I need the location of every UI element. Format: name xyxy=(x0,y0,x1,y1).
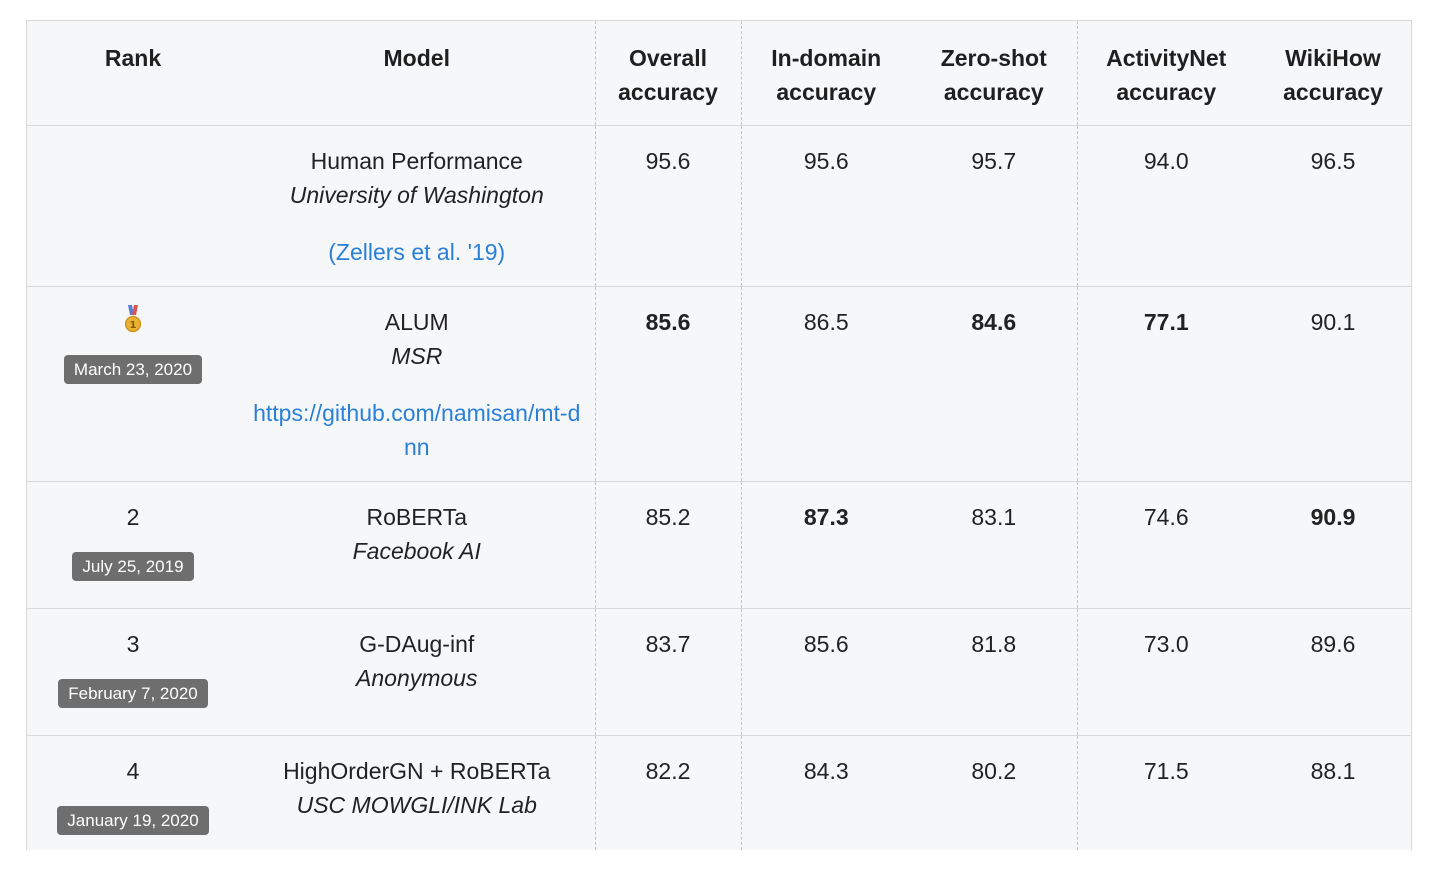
model-cell: G-DAug-inf Anonymous xyxy=(239,608,596,735)
model-cell: ALUM MSR https://github.com/namisan/mt-d… xyxy=(239,286,596,481)
activitynet-accuracy-cell: 71.5 xyxy=(1143,757,1189,784)
in-domain-accuracy-cell: 87.3 xyxy=(803,503,849,530)
activitynet-accuracy-cell: 73.0 xyxy=(1143,630,1189,657)
in-domain-accuracy-cell: 85.6 xyxy=(803,630,849,657)
model-name: Human Performance xyxy=(310,147,523,174)
zero-shot-accuracy-cell: 80.2 xyxy=(911,735,1078,850)
rank-cell: 4 January 19, 2020 xyxy=(27,735,239,850)
zero-shot-accuracy-cell: 84.6 xyxy=(911,286,1078,481)
header-in-domain-accuracy: In-domain accuracy xyxy=(741,21,911,125)
zero-shot-accuracy-cell: 95.7 xyxy=(911,125,1078,286)
header-overall-accuracy: Overall accuracy xyxy=(595,21,742,125)
activitynet-accuracy-cell: 74.6 xyxy=(1143,503,1189,530)
model-cell: HighOrderGN + RoBERTa USC MOWGLI/INK Lab xyxy=(239,735,596,850)
activitynet-accuracy-cell: 77.1 xyxy=(1143,308,1189,335)
overall-accuracy-cell: 83.7 xyxy=(595,608,742,735)
model-organization: USC MOWGLI/INK Lab xyxy=(296,791,537,818)
header-model: Model xyxy=(239,21,596,125)
model-repo-link[interactable]: https://github.com/namisan/mt-dnn xyxy=(253,399,581,460)
rank-cell xyxy=(27,125,239,286)
wikihow-accuracy-cell: 96.5 xyxy=(1310,147,1356,174)
table-header-row: Rank Model Overall accuracy In-domain ac… xyxy=(27,21,1411,125)
date-badge: March 23, 2020 xyxy=(63,354,203,384)
model-name: RoBERTa xyxy=(366,503,468,530)
rank-number: 3 xyxy=(126,630,140,657)
overall-accuracy-cell: 85.2 xyxy=(595,481,742,608)
wikihow-accuracy-cell: 88.1 xyxy=(1310,757,1356,784)
wikihow-accuracy-cell: 90.1 xyxy=(1310,308,1356,335)
model-cell: Human Performance University of Washingt… xyxy=(239,125,596,286)
table-row: 3 February 7, 2020 G-DAug-inf Anonymous … xyxy=(27,608,1411,735)
model-organization: Anonymous xyxy=(356,664,478,691)
zero-shot-accuracy-cell: 81.8 xyxy=(911,608,1078,735)
wikihow-accuracy-cell: 89.6 xyxy=(1310,630,1356,657)
model-organization: Facebook AI xyxy=(352,537,481,564)
header-zero-shot-accuracy: Zero-shot accuracy xyxy=(911,21,1078,125)
model-cell: RoBERTa Facebook AI xyxy=(239,481,596,608)
header-wikihow-accuracy: WikiHow accuracy xyxy=(1255,21,1411,125)
model-paper-link[interactable]: (Zellers et al. '19) xyxy=(328,238,506,265)
date-badge: July 25, 2019 xyxy=(72,551,194,581)
wikihow-accuracy-cell: 90.9 xyxy=(1310,503,1356,530)
header-activitynet-accuracy: ActivityNet accuracy xyxy=(1077,21,1255,125)
leaderboard-panel: Rank Model Overall accuracy In-domain ac… xyxy=(26,20,1412,850)
header-rank: Rank xyxy=(27,21,239,125)
header-wikihow-line1: WikiHow xyxy=(1285,45,1381,71)
zero-shot-accuracy-cell: 83.1 xyxy=(911,481,1078,608)
rank-cell: 3 February 7, 2020 xyxy=(27,608,239,735)
in-domain-accuracy-cell: 86.5 xyxy=(803,308,849,335)
rank-number: 4 xyxy=(126,757,140,784)
header-zeroshot-line2: accuracy xyxy=(943,79,1044,105)
rank-cell: 1 March 23, 2020 xyxy=(27,286,239,481)
header-zeroshot-line1: Zero-shot xyxy=(940,45,1047,71)
date-badge: February 7, 2020 xyxy=(58,678,208,708)
header-rank-label: Rank xyxy=(104,45,162,71)
model-organization: University of Washington xyxy=(289,181,544,208)
overall-accuracy-cell: 82.2 xyxy=(595,735,742,850)
model-name: G-DAug-inf xyxy=(359,630,475,657)
medal-icon: 1 xyxy=(125,304,141,335)
header-overall-line1: Overall xyxy=(629,45,707,71)
date-badge: January 19, 2020 xyxy=(57,805,209,835)
in-domain-accuracy-cell: 95.6 xyxy=(803,147,849,174)
overall-accuracy-cell: 85.6 xyxy=(595,286,742,481)
header-activitynet-line1: ActivityNet xyxy=(1106,45,1227,71)
header-indomain-line2: accuracy xyxy=(776,79,877,105)
in-domain-accuracy-cell: 84.3 xyxy=(803,757,849,784)
header-model-label: Model xyxy=(383,45,450,71)
header-overall-line2: accuracy xyxy=(618,79,718,105)
svg-text:1: 1 xyxy=(130,320,137,331)
rank-cell: 2 July 25, 2019 xyxy=(27,481,239,608)
overall-accuracy-cell: 95.6 xyxy=(595,125,742,286)
model-name: HighOrderGN + RoBERTa xyxy=(283,757,551,784)
header-indomain-line1: In-domain xyxy=(771,45,882,71)
rank-number: 2 xyxy=(126,503,140,530)
leaderboard-table: Rank Model Overall accuracy In-domain ac… xyxy=(27,21,1411,850)
model-organization: MSR xyxy=(391,342,443,369)
table-row: 2 July 25, 2019 RoBERTa Facebook AI 85.2… xyxy=(27,481,1411,608)
model-name: ALUM xyxy=(384,308,449,335)
header-activitynet-line2: accuracy xyxy=(1116,79,1217,105)
header-wikihow-line2: accuracy xyxy=(1283,79,1383,105)
table-row: 1 March 23, 2020 ALUM MSR https://github… xyxy=(27,286,1411,481)
activitynet-accuracy-cell: 94.0 xyxy=(1143,147,1189,174)
table-row: Human Performance University of Washingt… xyxy=(27,125,1411,286)
table-row: 4 January 19, 2020 HighOrderGN + RoBERTa… xyxy=(27,735,1411,850)
